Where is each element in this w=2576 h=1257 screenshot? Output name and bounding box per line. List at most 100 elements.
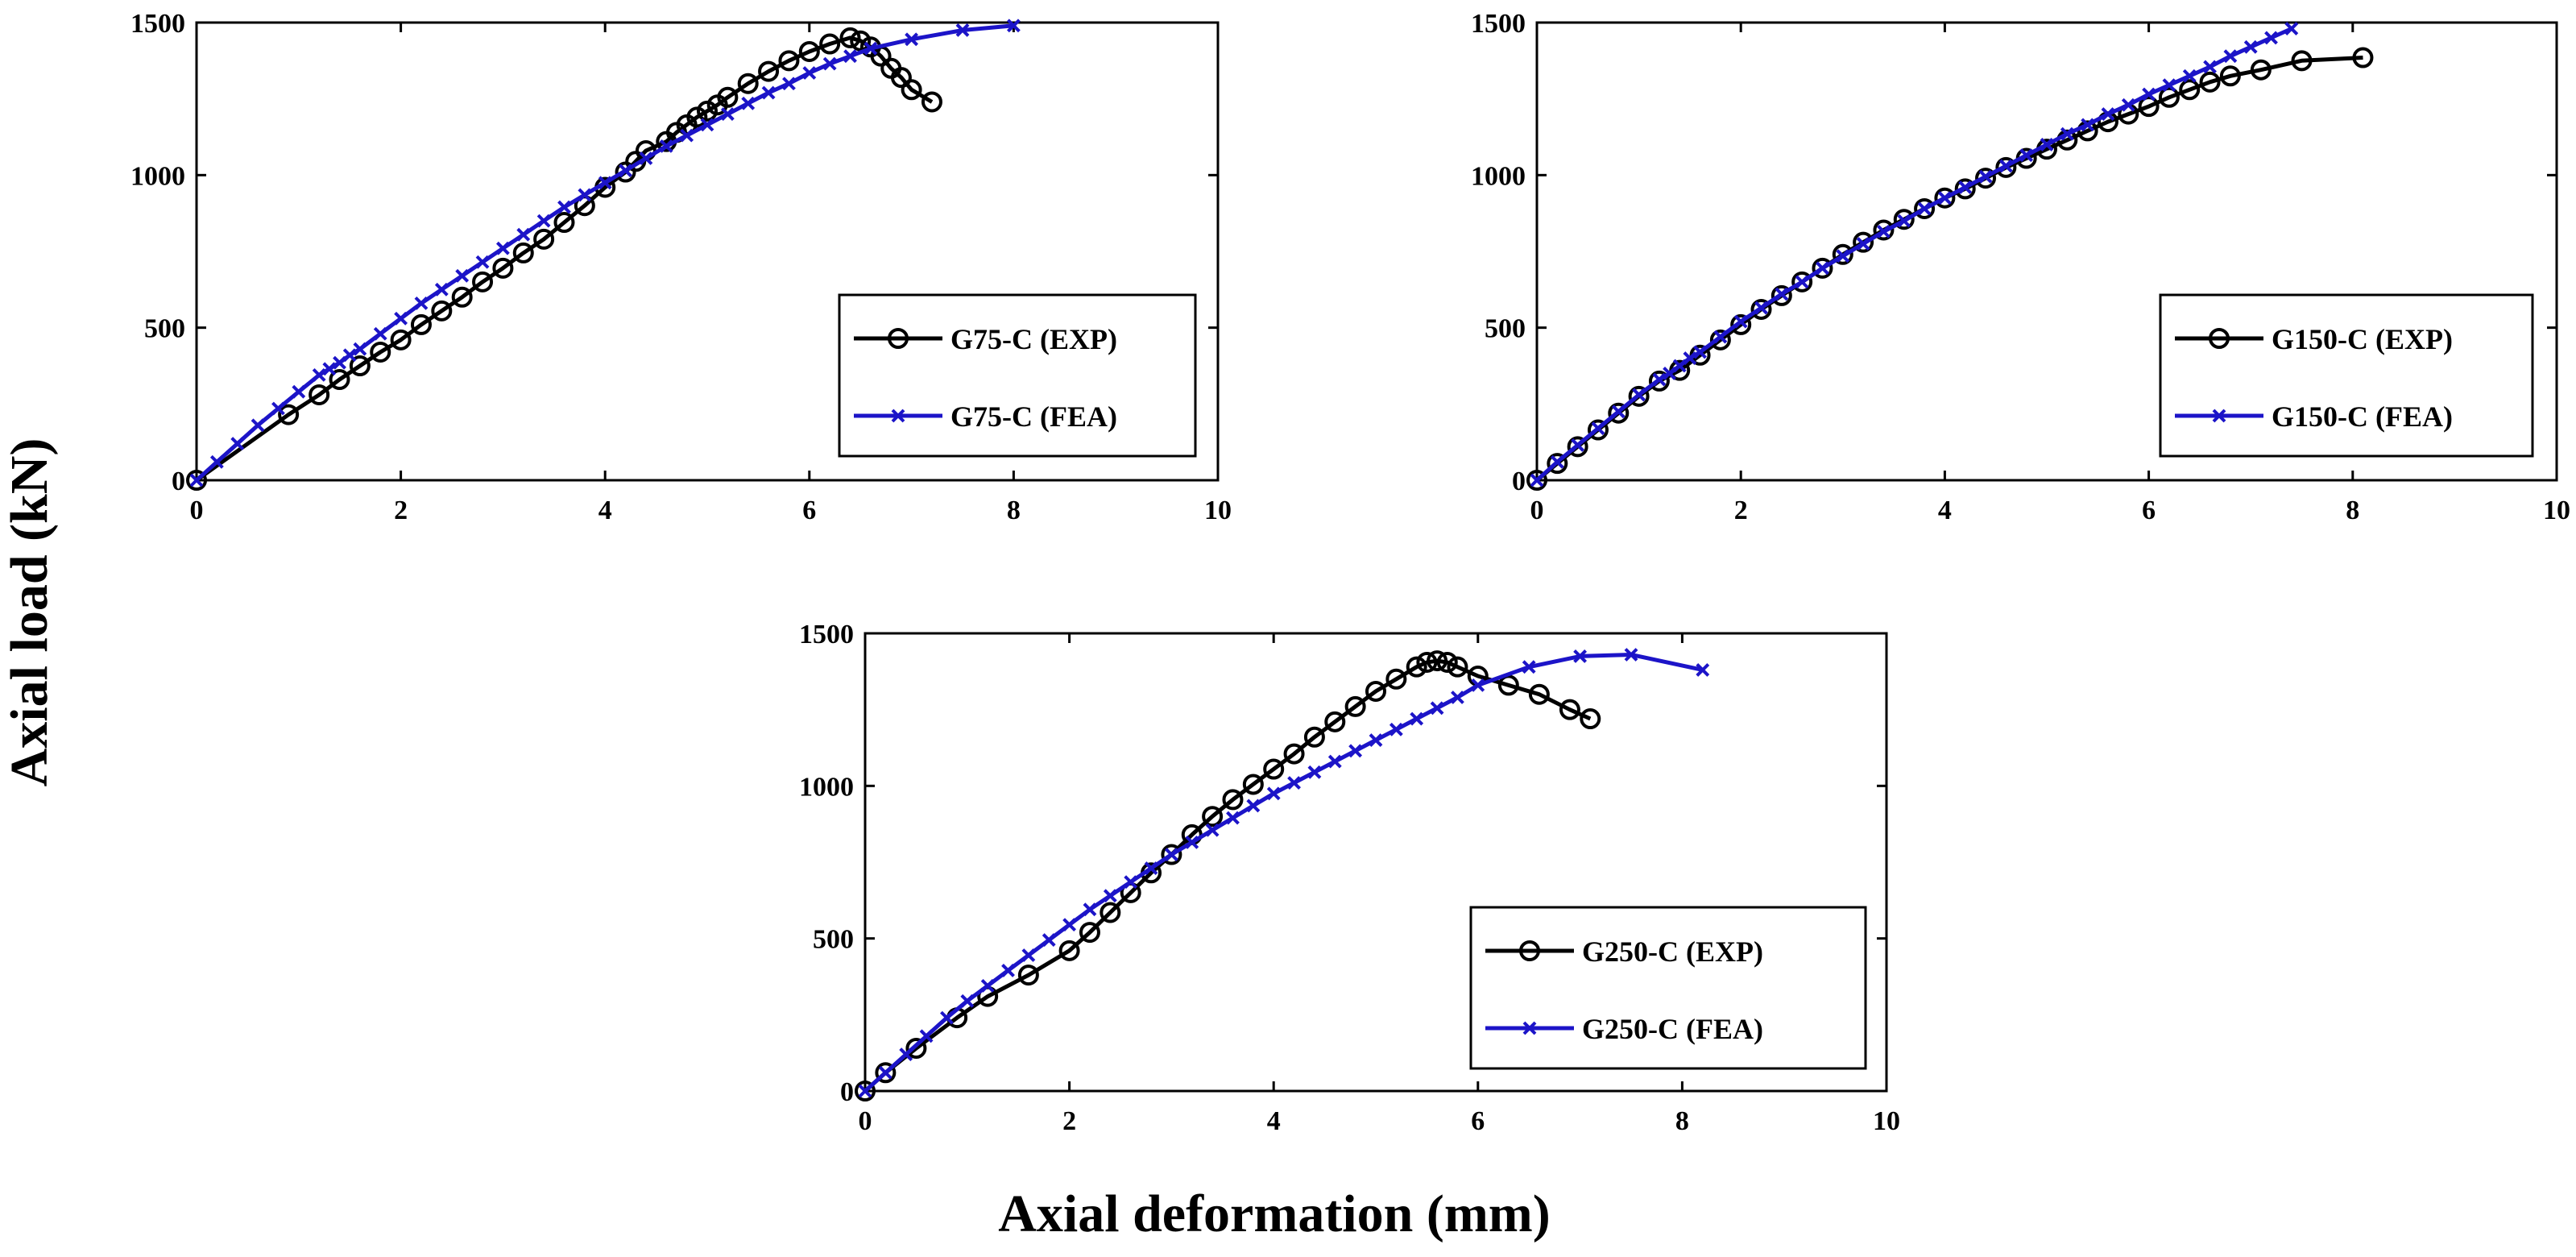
data-point <box>1079 922 1100 944</box>
data-point <box>1451 691 1464 704</box>
data-point <box>1693 345 1707 359</box>
legend: G150-C (EXP) G150-C (FEA) <box>2159 293 2534 458</box>
data-point <box>1410 711 1424 726</box>
data-point <box>536 214 551 228</box>
data-point <box>1164 848 1178 861</box>
data-point <box>919 1029 934 1043</box>
data-point <box>1083 902 1097 917</box>
data-point <box>1733 314 1748 329</box>
data-point <box>2060 127 2074 141</box>
data-point <box>1816 261 1829 276</box>
data-point <box>410 313 432 335</box>
data-point <box>2199 71 2221 93</box>
data-point <box>278 404 300 425</box>
data-point <box>390 329 412 351</box>
data-point <box>1222 789 1244 811</box>
data-point <box>209 454 224 469</box>
data-point <box>189 473 204 487</box>
data-point <box>512 242 534 263</box>
data-point <box>1934 187 1956 209</box>
legend-box <box>838 293 1197 458</box>
data-point <box>1103 889 1117 903</box>
legend-label: G75-C (EXP) <box>950 323 1117 355</box>
data-point <box>1998 159 2013 173</box>
data-point <box>1591 421 1605 436</box>
x-tick-label: 6 <box>802 496 816 525</box>
data-point <box>839 27 861 48</box>
data-point <box>639 151 653 165</box>
data-point <box>1471 678 1485 692</box>
legend-swatch-marker <box>888 328 909 349</box>
data-point <box>1385 668 1407 690</box>
data-point <box>697 100 718 122</box>
data-point <box>1754 301 1768 315</box>
legend-label: G150-C (EXP) <box>2272 323 2453 355</box>
data-point <box>2179 79 2201 101</box>
data-point <box>2352 47 2374 68</box>
y-tick-label: 1500 <box>1471 9 1526 39</box>
data-point <box>475 255 490 269</box>
data-point <box>875 1062 897 1084</box>
data-point <box>271 401 285 416</box>
data-point <box>1303 726 1325 748</box>
data-point <box>2158 86 2180 108</box>
data-point <box>798 40 820 62</box>
data-point <box>921 91 942 113</box>
data-point <box>680 128 694 143</box>
data-point <box>1897 214 1911 228</box>
x-tick-label: 6 <box>1471 1106 1485 1136</box>
data-point <box>1365 680 1386 702</box>
data-point <box>1348 744 1363 758</box>
data-point <box>1628 385 1650 407</box>
data-point <box>782 77 796 91</box>
data-point <box>2081 118 2095 132</box>
data-point <box>2219 65 2241 87</box>
data-point <box>1427 650 1448 672</box>
data-point <box>1683 351 1697 365</box>
x-tick-label: 8 <box>1675 1106 1689 1136</box>
data-point <box>955 23 970 37</box>
data-point <box>492 257 514 279</box>
x-axis-title: Axial deformation (mm) <box>998 1184 1551 1243</box>
legend: G250-C (EXP) G250-C (FEA) <box>1469 906 1867 1070</box>
x-tick-label: 2 <box>1062 1106 1076 1136</box>
data-point <box>1205 823 1220 837</box>
data-point <box>1021 948 1036 962</box>
data-point <box>778 50 800 72</box>
legend-box <box>1469 906 1867 1070</box>
x-tick-label: 8 <box>2346 496 2359 525</box>
legend-label: G250-C (FEA) <box>1582 1013 1763 1045</box>
data-point <box>2121 97 2135 112</box>
data-point <box>2203 60 2217 74</box>
data-point <box>1006 19 1021 33</box>
data-point <box>342 348 357 363</box>
data-point <box>1632 388 1646 402</box>
data-point <box>1550 454 1564 469</box>
y-tick-label: 1000 <box>130 161 185 191</box>
x-tick-label: 10 <box>1873 1106 1900 1136</box>
data-point <box>940 1010 954 1025</box>
data-point <box>322 362 337 376</box>
data-point <box>1522 660 1536 674</box>
data-point <box>819 33 841 55</box>
legend-swatch-marker <box>1522 1021 1537 1035</box>
data-point <box>1242 774 1264 795</box>
data-point <box>1287 776 1301 790</box>
data-point <box>1995 156 2017 178</box>
x-tick-label: 0 <box>1530 496 1544 525</box>
data-point <box>901 79 922 101</box>
data-point <box>292 384 306 399</box>
data-point <box>1430 701 1444 716</box>
data-point <box>1058 940 1080 961</box>
data-point <box>1730 313 1752 335</box>
data-point <box>960 994 975 1008</box>
data-point <box>1567 436 1588 458</box>
data-point <box>2243 39 2258 54</box>
data-point <box>414 296 429 310</box>
data-point <box>1893 209 1915 230</box>
data-point <box>863 41 878 56</box>
y-tick-label: 500 <box>144 314 185 344</box>
data-point <box>1144 861 1158 875</box>
data-point <box>1528 683 1550 705</box>
data-point <box>598 176 612 190</box>
